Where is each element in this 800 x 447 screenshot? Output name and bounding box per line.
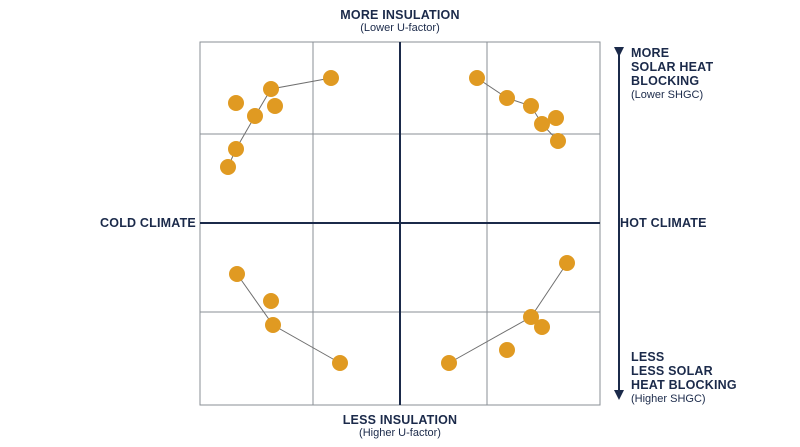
connector-top-right xyxy=(476,77,559,142)
right-top-line-2: SOLAR HEAT xyxy=(631,60,714,74)
right-bottom-line-2: LESS SOLAR xyxy=(631,364,713,378)
data-points xyxy=(220,70,575,371)
right-bottom-line-3: HEAT BLOCKING xyxy=(631,378,737,392)
dot-top-left-1 xyxy=(263,81,279,97)
dot-bottom-left-0 xyxy=(229,266,245,282)
higher-shgc-note: (Higher SHGC) xyxy=(631,393,706,405)
dot-bottom-left-3 xyxy=(332,355,348,371)
dot-top-left-4 xyxy=(247,108,263,124)
dot-top-left-5 xyxy=(228,141,244,157)
lower-u-factor-note: (Lower U-factor) xyxy=(360,22,440,34)
more-insulation-title: MORE INSULATION xyxy=(340,8,460,22)
dot-bottom-left-1 xyxy=(263,293,279,309)
higher-u-factor-note: (Higher U-factor) xyxy=(359,427,441,439)
cold-climate-label: COLD CLIMATE xyxy=(100,216,196,230)
dot-bottom-right-0 xyxy=(559,255,575,271)
top-axis-label: MORE INSULATION (Lower U-factor) xyxy=(300,8,500,34)
dot-top-left-2 xyxy=(267,98,283,114)
hot-climate-label: HOT CLIMATE xyxy=(620,216,707,230)
dot-top-right-5 xyxy=(550,133,566,149)
bottom-axis-label: LESS INSULATION (Higher U-factor) xyxy=(300,413,500,439)
more-solar-heat-blocking-label: MORE SOLAR HEAT BLOCKING (Lower SHGC) xyxy=(631,46,751,102)
dot-top-right-0 xyxy=(469,70,485,86)
less-solar-heat-blocking-label: LESS LESS SOLAR HEAT BLOCKING (Higher SH… xyxy=(631,350,751,406)
dot-bottom-left-2 xyxy=(265,317,281,333)
less-insulation-title: LESS INSULATION xyxy=(342,413,458,427)
lower-shgc-note: (Lower SHGC) xyxy=(631,89,704,101)
dot-top-right-2 xyxy=(523,98,539,114)
right-bottom-line-1: LESS xyxy=(631,350,665,364)
right-top-line-1: MORE xyxy=(631,46,670,60)
dot-top-right-3 xyxy=(548,110,564,126)
dot-top-right-1 xyxy=(499,90,515,106)
dot-top-left-0 xyxy=(323,70,339,86)
dot-top-right-4 xyxy=(534,116,550,132)
dot-top-left-6 xyxy=(220,159,236,175)
right-top-line-3: BLOCKING xyxy=(631,74,700,88)
dot-bottom-right-3 xyxy=(499,342,515,358)
dot-bottom-right-2 xyxy=(534,319,550,335)
connector-top-left xyxy=(227,77,332,168)
dot-bottom-right-1 xyxy=(523,309,539,325)
axes xyxy=(200,42,624,405)
dot-bottom-right-4 xyxy=(441,355,457,371)
dot-top-left-3 xyxy=(228,95,244,111)
connector-bottom-left xyxy=(236,273,341,364)
